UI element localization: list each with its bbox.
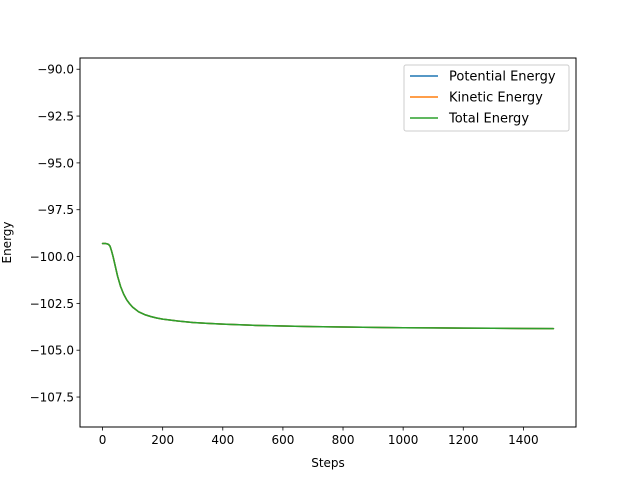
y-tick-label: −95.0 bbox=[37, 156, 74, 170]
y-tick-label: −107.5 bbox=[30, 391, 74, 405]
x-axis-ticks: 0 200 400 600 800 1000 1200 1400 bbox=[99, 427, 539, 447]
y-axis-label: Energy bbox=[0, 221, 14, 263]
y-axis-ticks: −90.0 −92.5 −95.0 −97.5 −100.0 −102.5 −105.0 −1… bbox=[30, 63, 80, 405]
x-tick-label: 1000 bbox=[388, 433, 419, 447]
x-tick-label: 0 bbox=[99, 433, 107, 447]
y-tick-label: −90.0 bbox=[37, 63, 74, 77]
legend-box bbox=[403, 64, 570, 132]
series-layer bbox=[101, 242, 555, 330]
y-tick-label: −105.0 bbox=[30, 344, 74, 358]
legend-label-1: Kinetic Energy bbox=[449, 91, 543, 106]
y-tick-label: −100.0 bbox=[30, 250, 74, 264]
x-tick-label: 200 bbox=[151, 433, 174, 447]
legend-label-2: Total Energy bbox=[448, 112, 529, 127]
x-axis-label: Steps bbox=[311, 456, 345, 470]
x-tick-label: 1200 bbox=[448, 433, 479, 447]
x-tick-label: 600 bbox=[271, 433, 294, 447]
series-line-2 bbox=[101, 242, 555, 330]
plot-frame bbox=[79, 57, 577, 428]
x-tick-label: 1400 bbox=[508, 433, 539, 447]
x-tick-label: 400 bbox=[211, 433, 234, 447]
x-tick-label: 800 bbox=[332, 433, 355, 447]
legend: Potential Energy Kinetic Energy Total Ener… bbox=[403, 64, 570, 132]
y-tick-label: −92.5 bbox=[37, 110, 74, 124]
y-tick-label: −102.5 bbox=[30, 297, 74, 311]
legend-label-0: Potential Energy bbox=[449, 70, 556, 85]
y-tick-label: −97.5 bbox=[37, 203, 74, 217]
